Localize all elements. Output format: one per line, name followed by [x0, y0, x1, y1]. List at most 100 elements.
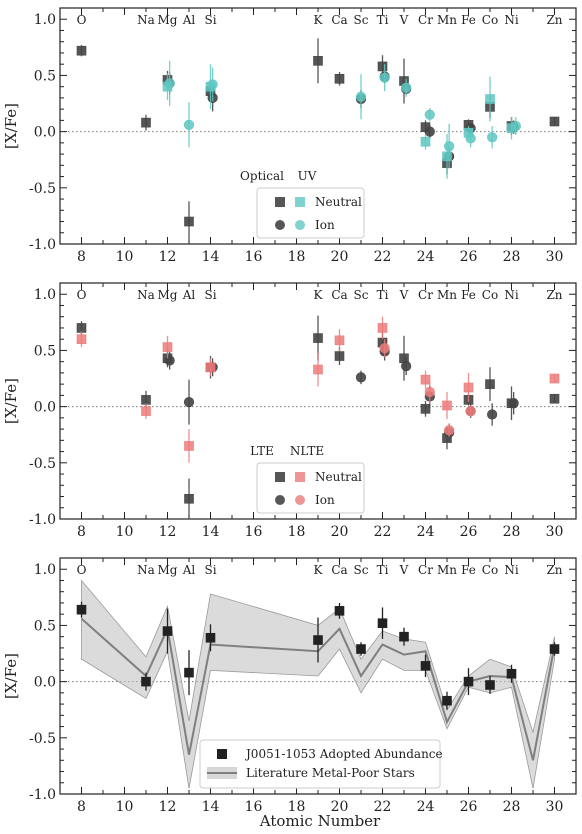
- x-tick-label: 14: [202, 799, 220, 815]
- neutral-point-2: [463, 382, 474, 393]
- x-tick-label: 12: [159, 799, 177, 815]
- legend-ion-marker-1: [275, 495, 285, 505]
- ion-point-3: [379, 343, 390, 354]
- y-tick-label: 0.0: [34, 675, 56, 691]
- x-tick-label: 22: [374, 799, 392, 815]
- x-tick-label: 26: [460, 524, 478, 540]
- y-axis-label: [X/Fe]: [2, 103, 20, 149]
- adopted-abundance-point: [549, 644, 560, 654]
- legend-col1-header: Optical: [240, 169, 284, 183]
- ion-point-3: [424, 109, 435, 120]
- x-tick-label: 14: [202, 524, 220, 540]
- element-label: Mn: [437, 13, 457, 27]
- adopted-abundance-point: [485, 680, 495, 690]
- y-tick-label: 0.5: [34, 68, 56, 84]
- element-label: Cr: [418, 563, 433, 577]
- element-label: V: [399, 563, 409, 577]
- neutral-point-0: [184, 216, 194, 227]
- element-label: Zn: [546, 563, 562, 577]
- element-label: Ca: [331, 563, 347, 577]
- x-tick-label: 24: [417, 524, 435, 540]
- adopted-abundance-point: [184, 667, 194, 678]
- element-label: Co: [482, 288, 498, 302]
- element-label: Cr: [418, 288, 433, 302]
- neutral-point-2: [485, 94, 495, 104]
- element-label: Mg: [158, 563, 178, 577]
- adopted-abundance-point: [162, 626, 173, 636]
- neutral-point-2: [442, 151, 452, 162]
- neutral-point-2: [162, 342, 173, 352]
- x-tick-label: 10: [116, 524, 134, 540]
- y-tick-label: -1.0: [29, 787, 56, 803]
- adopted-abundance-point: [334, 606, 345, 616]
- adopted-abundance-point: [506, 668, 517, 679]
- element-label: Ti: [377, 563, 389, 577]
- y-tick-label: -1.0: [29, 237, 56, 253]
- legend: Optical UV Neutral Ion: [240, 169, 365, 239]
- x-tick-label: 20: [331, 799, 349, 815]
- ion-point-3: [465, 406, 476, 417]
- y-tick-label: 1.0: [34, 562, 56, 578]
- legend-neutral-label: Neutral: [315, 470, 362, 484]
- neutral-point-2: [420, 136, 431, 147]
- neutral-point-0: [76, 323, 87, 333]
- element-label: Mg: [158, 288, 178, 302]
- element-label: Al: [182, 13, 196, 27]
- legend-ion-label: Ion: [315, 493, 335, 507]
- legend: LTE NLTE Neutral Ion: [250, 444, 365, 514]
- adopted-abundance-point: [76, 604, 87, 615]
- neutral-point-0: [141, 117, 151, 128]
- neutral-point-0: [76, 45, 87, 56]
- x-tick-label: 22: [374, 249, 392, 265]
- adopted-abundance-point: [420, 661, 431, 671]
- neutral-point-0: [420, 404, 431, 414]
- element-label: Ni: [504, 13, 519, 27]
- element-label: K: [314, 563, 324, 577]
- ion-point-3: [355, 91, 367, 102]
- element-label: Ca: [331, 13, 347, 27]
- element-label: Si: [204, 563, 216, 577]
- element-label: Mn: [437, 563, 457, 577]
- element-label: Co: [482, 563, 498, 577]
- element-label: Si: [204, 288, 216, 302]
- neutral-point-0: [141, 395, 151, 405]
- legend-box: [199, 739, 441, 789]
- element-label: Fe: [461, 288, 476, 302]
- x-tick-label: 28: [503, 524, 521, 540]
- x-tick-label: 24: [417, 799, 435, 815]
- x-tick-label: 20: [331, 249, 349, 265]
- y-tick-label: -0.5: [29, 456, 56, 472]
- legend-adopted-marker: [217, 749, 227, 759]
- element-label: O: [77, 563, 87, 577]
- y-axis-label: [X/Fe]: [2, 653, 20, 699]
- x-tick-label: 30: [546, 799, 564, 815]
- x-tick-label: 10: [116, 799, 134, 815]
- ion-point-1: [164, 355, 175, 366]
- element-label: Al: [182, 288, 196, 302]
- x-tick-label: 18: [288, 249, 306, 265]
- ion-point-3: [510, 120, 521, 132]
- panel-optical-uv: 8 10 12 14 16 18 20 22 24 26 28 30 1.0 0.5 0.0 -0.5 -1.0…: [2, 7, 577, 265]
- neutral-point-2: [141, 406, 151, 416]
- neutral-point-2: [184, 441, 194, 451]
- legend-literature-label: Literature Metal-Poor Stars: [246, 766, 415, 780]
- legend-ion-marker-1: [275, 220, 285, 230]
- element-label: V: [399, 13, 409, 27]
- x-tick-label: 16: [245, 524, 263, 540]
- element-label: Zn: [546, 288, 562, 302]
- ion-point-1: [401, 361, 412, 372]
- x-tick-label: 18: [288, 799, 306, 815]
- neutral-point-2: [442, 400, 452, 411]
- element-label: Ni: [504, 288, 519, 302]
- neutral-point-0: [485, 379, 495, 389]
- x-tick-label: 30: [546, 524, 564, 540]
- x-tick-label: 8: [77, 799, 86, 815]
- panel-adopted-abundance: 8 10 12 14 16 18 20 22 24 26 28 30 1.0 0.5 0.0 -0.5 -1.0…: [2, 557, 577, 815]
- y-tick-label: 0.5: [34, 618, 56, 634]
- element-label: Fe: [461, 563, 476, 577]
- legend-neutral-label: Neutral: [315, 195, 362, 209]
- element-label: Ni: [504, 563, 519, 577]
- legend-ion-label: Ion: [315, 218, 335, 232]
- element-label: Sc: [354, 288, 369, 302]
- element-label: Fe: [461, 13, 476, 27]
